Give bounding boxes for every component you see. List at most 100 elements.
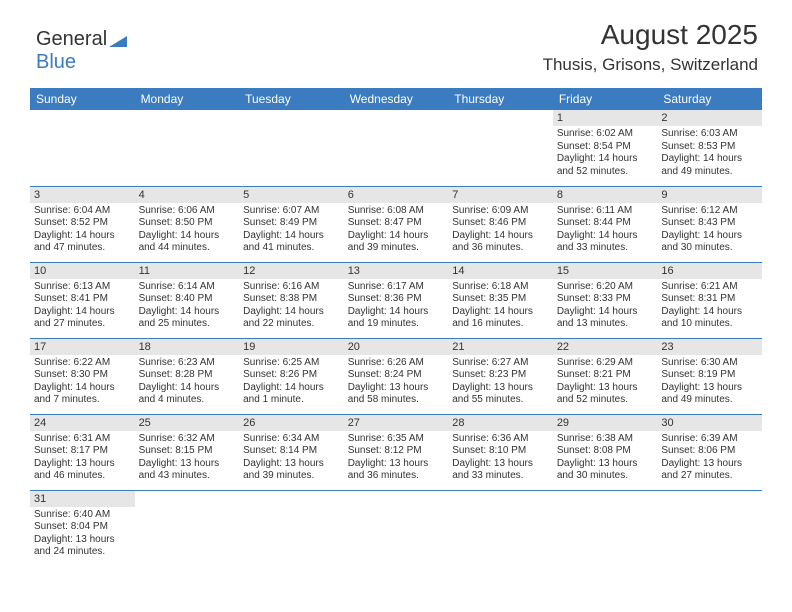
day-details: Sunrise: 6:02 AMSunset: 8:54 PMDaylight:… xyxy=(553,126,658,181)
calendar-cell-empty xyxy=(239,490,344,566)
day-number: 6 xyxy=(344,187,449,203)
weekday-header: Sunday xyxy=(30,88,135,110)
calendar-cell: 16Sunrise: 6:21 AMSunset: 8:31 PMDayligh… xyxy=(657,262,762,338)
day-details: Sunrise: 6:27 AMSunset: 8:23 PMDaylight:… xyxy=(448,355,553,410)
calendar-cell: 17Sunrise: 6:22 AMSunset: 8:30 PMDayligh… xyxy=(30,338,135,414)
calendar-cell: 29Sunrise: 6:38 AMSunset: 8:08 PMDayligh… xyxy=(553,414,658,490)
day-details: Sunrise: 6:14 AMSunset: 8:40 PMDaylight:… xyxy=(135,279,240,334)
day-number: 12 xyxy=(239,263,344,279)
day-number: 4 xyxy=(135,187,240,203)
day-details: Sunrise: 6:26 AMSunset: 8:24 PMDaylight:… xyxy=(344,355,449,410)
calendar-cell: 6Sunrise: 6:08 AMSunset: 8:47 PMDaylight… xyxy=(344,186,449,262)
calendar-cell: 12Sunrise: 6:16 AMSunset: 8:38 PMDayligh… xyxy=(239,262,344,338)
calendar-cell-empty xyxy=(135,110,240,186)
day-number: 22 xyxy=(553,339,658,355)
day-number: 18 xyxy=(135,339,240,355)
calendar-cell: 21Sunrise: 6:27 AMSunset: 8:23 PMDayligh… xyxy=(448,338,553,414)
logo-text-blue: Blue xyxy=(36,51,76,73)
day-number: 19 xyxy=(239,339,344,355)
logo: General Blue xyxy=(36,28,127,74)
calendar-cell: 23Sunrise: 6:30 AMSunset: 8:19 PMDayligh… xyxy=(657,338,762,414)
day-number: 16 xyxy=(657,263,762,279)
day-details: Sunrise: 6:04 AMSunset: 8:52 PMDaylight:… xyxy=(30,203,135,258)
day-details: Sunrise: 6:09 AMSunset: 8:46 PMDaylight:… xyxy=(448,203,553,258)
calendar-cell: 13Sunrise: 6:17 AMSunset: 8:36 PMDayligh… xyxy=(344,262,449,338)
calendar-cell: 19Sunrise: 6:25 AMSunset: 8:26 PMDayligh… xyxy=(239,338,344,414)
day-details: Sunrise: 6:12 AMSunset: 8:43 PMDaylight:… xyxy=(657,203,762,258)
day-details: Sunrise: 6:32 AMSunset: 8:15 PMDaylight:… xyxy=(135,431,240,486)
calendar-cell-empty xyxy=(344,490,449,566)
day-number: 2 xyxy=(657,110,762,126)
day-number: 27 xyxy=(344,415,449,431)
page-location: Thusis, Grisons, Switzerland xyxy=(543,55,758,75)
day-number: 30 xyxy=(657,415,762,431)
day-number: 14 xyxy=(448,263,553,279)
calendar-cell: 26Sunrise: 6:34 AMSunset: 8:14 PMDayligh… xyxy=(239,414,344,490)
calendar-cell-empty xyxy=(553,490,658,566)
calendar-cell: 3Sunrise: 6:04 AMSunset: 8:52 PMDaylight… xyxy=(30,186,135,262)
calendar-row: 3Sunrise: 6:04 AMSunset: 8:52 PMDaylight… xyxy=(30,186,762,262)
calendar-cell: 14Sunrise: 6:18 AMSunset: 8:35 PMDayligh… xyxy=(448,262,553,338)
day-number: 21 xyxy=(448,339,553,355)
weekday-row: SundayMondayTuesdayWednesdayThursdayFrid… xyxy=(30,88,762,110)
page-header: August 2025 Thusis, Grisons, Switzerland xyxy=(543,20,758,75)
day-details: Sunrise: 6:31 AMSunset: 8:17 PMDaylight:… xyxy=(30,431,135,486)
day-number: 8 xyxy=(553,187,658,203)
day-number: 29 xyxy=(553,415,658,431)
day-details: Sunrise: 6:08 AMSunset: 8:47 PMDaylight:… xyxy=(344,203,449,258)
calendar-row: 17Sunrise: 6:22 AMSunset: 8:30 PMDayligh… xyxy=(30,338,762,414)
day-details: Sunrise: 6:39 AMSunset: 8:06 PMDaylight:… xyxy=(657,431,762,486)
day-details: Sunrise: 6:17 AMSunset: 8:36 PMDaylight:… xyxy=(344,279,449,334)
calendar-cell: 31Sunrise: 6:40 AMSunset: 8:04 PMDayligh… xyxy=(30,490,135,566)
day-details: Sunrise: 6:11 AMSunset: 8:44 PMDaylight:… xyxy=(553,203,658,258)
day-number: 11 xyxy=(135,263,240,279)
day-details: Sunrise: 6:25 AMSunset: 8:26 PMDaylight:… xyxy=(239,355,344,410)
day-details: Sunrise: 6:13 AMSunset: 8:41 PMDaylight:… xyxy=(30,279,135,334)
day-number: 25 xyxy=(135,415,240,431)
day-details: Sunrise: 6:22 AMSunset: 8:30 PMDaylight:… xyxy=(30,355,135,410)
calendar-cell: 1Sunrise: 6:02 AMSunset: 8:54 PMDaylight… xyxy=(553,110,658,186)
day-number: 15 xyxy=(553,263,658,279)
calendar-cell: 9Sunrise: 6:12 AMSunset: 8:43 PMDaylight… xyxy=(657,186,762,262)
weekday-header: Wednesday xyxy=(344,88,449,110)
day-details: Sunrise: 6:40 AMSunset: 8:04 PMDaylight:… xyxy=(30,507,135,562)
day-number: 3 xyxy=(30,187,135,203)
day-number: 24 xyxy=(30,415,135,431)
day-details: Sunrise: 6:18 AMSunset: 8:35 PMDaylight:… xyxy=(448,279,553,334)
calendar-cell-empty xyxy=(135,490,240,566)
calendar-row: 31Sunrise: 6:40 AMSunset: 8:04 PMDayligh… xyxy=(30,490,762,566)
calendar-cell: 28Sunrise: 6:36 AMSunset: 8:10 PMDayligh… xyxy=(448,414,553,490)
day-number: 7 xyxy=(448,187,553,203)
day-number: 10 xyxy=(30,263,135,279)
calendar-cell: 7Sunrise: 6:09 AMSunset: 8:46 PMDaylight… xyxy=(448,186,553,262)
day-details: Sunrise: 6:20 AMSunset: 8:33 PMDaylight:… xyxy=(553,279,658,334)
page-title: August 2025 xyxy=(543,20,758,51)
day-details: Sunrise: 6:06 AMSunset: 8:50 PMDaylight:… xyxy=(135,203,240,258)
calendar-cell: 20Sunrise: 6:26 AMSunset: 8:24 PMDayligh… xyxy=(344,338,449,414)
day-details: Sunrise: 6:23 AMSunset: 8:28 PMDaylight:… xyxy=(135,355,240,410)
weekday-header: Thursday xyxy=(448,88,553,110)
calendar-cell-empty xyxy=(448,490,553,566)
logo-triangle-icon xyxy=(109,33,127,47)
day-number: 13 xyxy=(344,263,449,279)
calendar-row: 1Sunrise: 6:02 AMSunset: 8:54 PMDaylight… xyxy=(30,110,762,186)
day-details: Sunrise: 6:16 AMSunset: 8:38 PMDaylight:… xyxy=(239,279,344,334)
calendar-cell: 8Sunrise: 6:11 AMSunset: 8:44 PMDaylight… xyxy=(553,186,658,262)
calendar-cell: 22Sunrise: 6:29 AMSunset: 8:21 PMDayligh… xyxy=(553,338,658,414)
calendar-cell-empty xyxy=(30,110,135,186)
day-details: Sunrise: 6:38 AMSunset: 8:08 PMDaylight:… xyxy=(553,431,658,486)
calendar-cell: 2Sunrise: 6:03 AMSunset: 8:53 PMDaylight… xyxy=(657,110,762,186)
day-number: 9 xyxy=(657,187,762,203)
day-number: 5 xyxy=(239,187,344,203)
calendar-cell-empty xyxy=(344,110,449,186)
calendar-cell-empty xyxy=(448,110,553,186)
day-number: 31 xyxy=(30,491,135,507)
calendar-cell: 25Sunrise: 6:32 AMSunset: 8:15 PMDayligh… xyxy=(135,414,240,490)
calendar-cell-empty xyxy=(657,490,762,566)
day-details: Sunrise: 6:29 AMSunset: 8:21 PMDaylight:… xyxy=(553,355,658,410)
calendar-table: SundayMondayTuesdayWednesdayThursdayFrid… xyxy=(30,88,762,566)
calendar-cell: 10Sunrise: 6:13 AMSunset: 8:41 PMDayligh… xyxy=(30,262,135,338)
calendar-cell: 18Sunrise: 6:23 AMSunset: 8:28 PMDayligh… xyxy=(135,338,240,414)
weekday-header: Monday xyxy=(135,88,240,110)
calendar-cell: 30Sunrise: 6:39 AMSunset: 8:06 PMDayligh… xyxy=(657,414,762,490)
